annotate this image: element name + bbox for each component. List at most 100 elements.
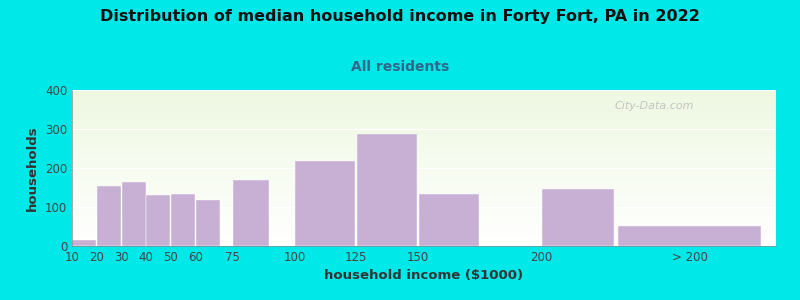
Bar: [72, 130, 776, 131]
Bar: [357, 134, 417, 246]
Bar: [72, 189, 776, 190]
Bar: [72, 171, 776, 172]
Bar: [72, 180, 776, 181]
Bar: [72, 98, 776, 99]
Bar: [72, 155, 776, 156]
Bar: [72, 160, 776, 161]
Bar: [72, 96, 776, 97]
Bar: [72, 134, 776, 135]
Bar: [72, 211, 776, 212]
Bar: [72, 131, 776, 132]
Bar: [72, 110, 776, 111]
Bar: [72, 169, 776, 170]
Bar: [72, 165, 776, 166]
Bar: [72, 179, 776, 180]
Bar: [72, 176, 776, 177]
Bar: [72, 200, 776, 201]
Bar: [72, 124, 776, 125]
Bar: [72, 204, 776, 205]
Bar: [72, 212, 776, 213]
Bar: [72, 231, 776, 232]
Bar: [72, 229, 776, 230]
Bar: [72, 117, 776, 118]
Bar: [72, 226, 776, 227]
Bar: [171, 194, 195, 246]
Bar: [72, 93, 776, 94]
Bar: [72, 116, 776, 117]
Bar: [72, 112, 776, 113]
Bar: [542, 190, 614, 246]
Bar: [122, 182, 146, 246]
Bar: [72, 243, 776, 244]
Bar: [72, 151, 776, 152]
Bar: [72, 103, 776, 104]
Bar: [72, 241, 776, 242]
Bar: [72, 235, 776, 236]
Bar: [72, 187, 776, 188]
Bar: [72, 123, 776, 124]
Bar: [72, 159, 776, 160]
Bar: [72, 175, 776, 176]
Bar: [72, 245, 776, 246]
Bar: [72, 126, 776, 127]
Bar: [72, 240, 96, 246]
Bar: [72, 219, 776, 220]
Bar: [72, 221, 776, 222]
Bar: [72, 198, 776, 199]
Bar: [72, 132, 776, 133]
Bar: [72, 104, 776, 105]
Bar: [72, 135, 776, 136]
Bar: [72, 214, 776, 215]
Bar: [72, 118, 776, 119]
Bar: [72, 95, 776, 96]
Bar: [72, 225, 776, 226]
Text: Distribution of median household income in Forty Fort, PA in 2022: Distribution of median household income …: [100, 9, 700, 24]
Bar: [72, 177, 776, 178]
Bar: [72, 102, 776, 103]
Bar: [72, 119, 776, 120]
Bar: [72, 92, 776, 93]
Bar: [233, 180, 269, 246]
Bar: [72, 194, 776, 195]
Bar: [72, 234, 776, 235]
Bar: [72, 223, 776, 224]
Bar: [72, 216, 776, 217]
Bar: [72, 114, 776, 115]
Text: All residents: All residents: [351, 60, 449, 74]
Bar: [72, 242, 776, 243]
Bar: [72, 125, 776, 126]
Bar: [72, 181, 776, 182]
Bar: [72, 97, 776, 98]
Bar: [72, 127, 776, 128]
Bar: [72, 137, 776, 138]
Bar: [72, 202, 776, 203]
Bar: [72, 174, 776, 175]
Bar: [72, 133, 776, 134]
Bar: [72, 162, 776, 163]
Bar: [72, 220, 776, 221]
Bar: [72, 152, 776, 153]
Bar: [72, 115, 776, 116]
Bar: [72, 121, 776, 122]
Bar: [72, 210, 776, 211]
Bar: [72, 113, 776, 114]
Bar: [196, 200, 220, 246]
Bar: [72, 172, 776, 173]
Bar: [72, 184, 776, 185]
Bar: [72, 195, 776, 196]
Bar: [72, 192, 776, 193]
Bar: [97, 186, 121, 246]
Bar: [72, 168, 776, 169]
Bar: [72, 166, 776, 167]
Text: City-Data.com: City-Data.com: [614, 101, 694, 111]
Bar: [72, 122, 776, 123]
Bar: [72, 218, 776, 219]
Bar: [72, 227, 776, 228]
Bar: [72, 201, 776, 202]
Bar: [72, 149, 776, 150]
Bar: [418, 194, 478, 246]
Bar: [72, 167, 776, 168]
Bar: [72, 182, 776, 183]
Bar: [72, 205, 776, 206]
Bar: [72, 129, 776, 130]
